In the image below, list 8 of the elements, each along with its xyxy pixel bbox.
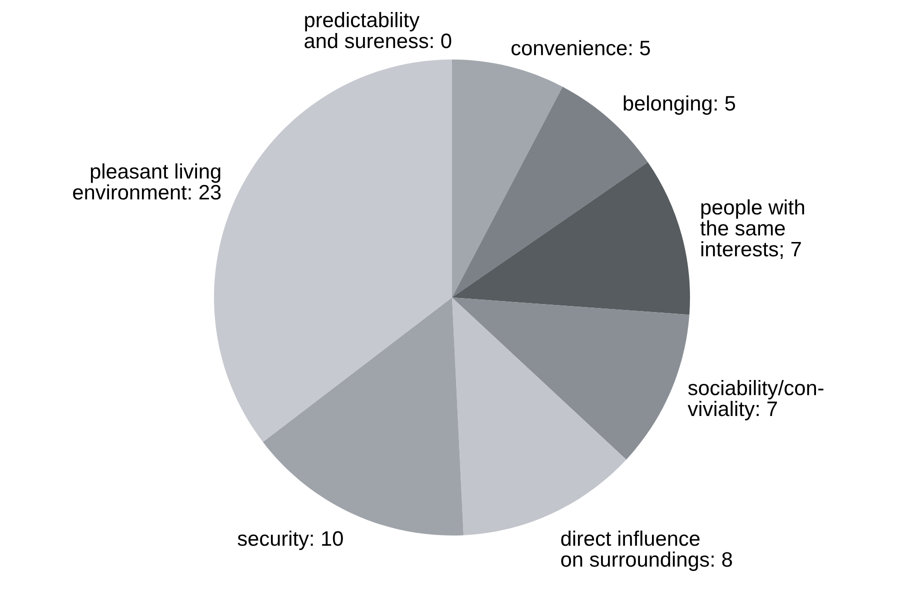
slice-label: convenience: 5 (512, 40, 650, 56)
slice-label: direct influence on surroundings: 8 (561, 530, 732, 571)
slice-label: people with the same interests; 7 (700, 199, 804, 259)
category-label: predictability and sureness: 0 (304, 12, 452, 48)
slice-label: pleasant living environment: 23 (73, 163, 221, 200)
slice-label: belonging: 5 (624, 95, 736, 115)
slice-label: security: 10 (238, 530, 343, 550)
slice-label: sociability/con- viviality: 7 (688, 380, 824, 420)
